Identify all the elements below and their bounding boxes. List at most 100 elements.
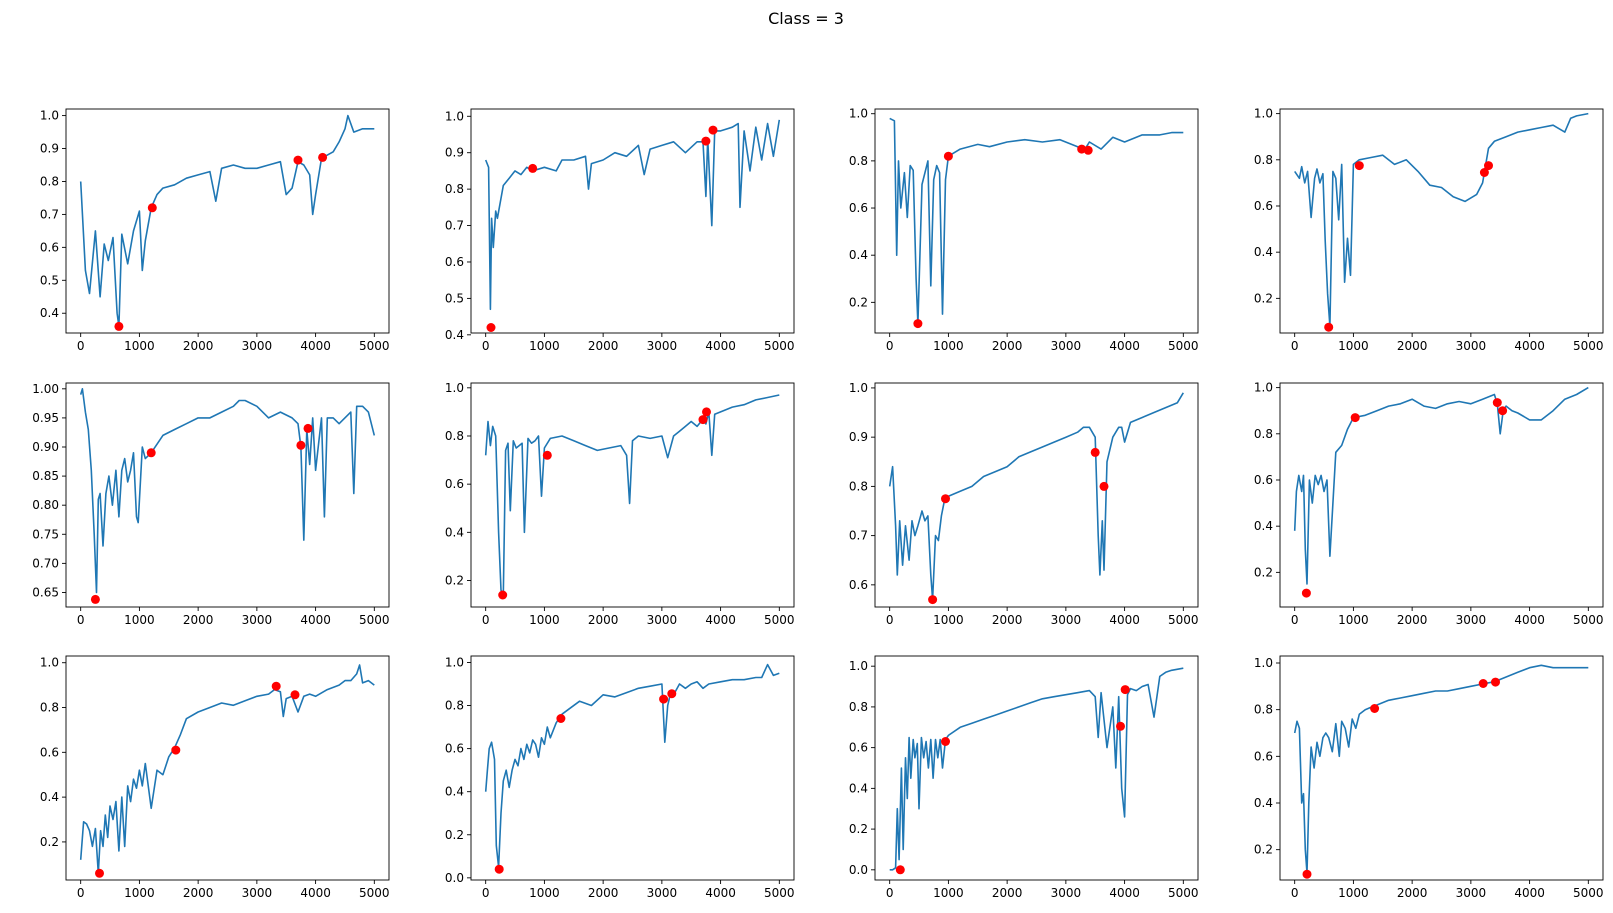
highlight-point xyxy=(913,319,923,329)
y-tick-label: 0.2 xyxy=(445,828,464,842)
y-tick-label: 1.0 xyxy=(445,655,464,669)
y-tick-label: 0.4 xyxy=(445,525,464,539)
y-tick-label: 1.0 xyxy=(40,656,59,670)
axes-frame xyxy=(470,108,795,334)
highlight-point xyxy=(542,450,552,460)
y-tick-label: 0.6 xyxy=(40,745,59,759)
y-tick-label: 1.0 xyxy=(849,381,868,395)
x-tick-label: 5000 xyxy=(764,886,795,900)
y-tick-label: 0.4 xyxy=(40,306,59,320)
highlight-point xyxy=(1350,413,1360,423)
x-tick-label: 3000 xyxy=(1051,886,1082,900)
x-tick-label: 1000 xyxy=(933,613,964,627)
y-tick-label: 0.2 xyxy=(849,295,868,309)
series-line xyxy=(484,663,780,868)
x-tick-label: 2000 xyxy=(1397,339,1428,353)
highlight-point xyxy=(667,689,677,699)
y-tick-label: 0.2 xyxy=(445,574,464,588)
subplot-1: 0 1000 2000 3000 4000 5000 0.4 0.5 0.6 0.7 0.8 0.9 1… xyxy=(40,108,390,353)
x-tick-label: 3000 xyxy=(647,613,678,627)
x-tick-label: 1000 xyxy=(124,886,155,900)
y-tick-label: 0.8 xyxy=(849,700,868,714)
axes-frame xyxy=(470,655,795,881)
series-line xyxy=(484,119,781,311)
highlight-point xyxy=(941,737,950,746)
x-tick-label: 3000 xyxy=(647,339,678,353)
subplot-12: 0 1000 2000 3000 4000 5000 0.2 0.4 0.6 0.8 1.0 xyxy=(1254,655,1604,900)
highlight-point xyxy=(1099,481,1109,491)
subplot-10: 0 1000 2000 3000 4000 5000 0.0 0.2 0.4 0.6 0.8 1.0 xyxy=(445,655,795,900)
y-tick-label: 0.8 xyxy=(1254,703,1273,717)
y-tick-label: 0.8 xyxy=(40,701,59,715)
highlight-point xyxy=(171,745,181,755)
highlight-point xyxy=(1491,677,1500,687)
x-tick-label: 2000 xyxy=(1397,886,1428,900)
highlight-point xyxy=(1083,145,1093,155)
x-tick-label: 3000 xyxy=(242,339,273,353)
x-tick-label: 4000 xyxy=(1514,886,1545,900)
highlight-point xyxy=(659,694,669,704)
x-tick-label: 2000 xyxy=(992,339,1023,353)
x-tick-label: 5000 xyxy=(764,613,795,627)
highlight-point xyxy=(147,203,157,213)
x-tick-label: 3000 xyxy=(1456,339,1487,353)
x-tick-label: 0 xyxy=(886,339,894,353)
y-tick-label: 0.6 xyxy=(1254,749,1273,763)
y-tick-label: 0.6 xyxy=(849,741,868,755)
y-tick-label: 0.2 xyxy=(40,835,59,849)
y-tick-label: 1.0 xyxy=(445,109,464,123)
highlight-point xyxy=(928,595,938,605)
x-tick-label: 1000 xyxy=(1338,886,1369,900)
subplot-9: 0 1000 2000 3000 4000 5000 0.2 0.4 0.6 0.8 1.0 xyxy=(40,655,390,900)
y-tick-label: 0.80 xyxy=(32,498,59,512)
x-tick-label: 3000 xyxy=(1456,613,1487,627)
highlight-point xyxy=(1492,398,1502,408)
y-tick-label: 0.8 xyxy=(445,699,464,713)
series-line xyxy=(888,392,1184,601)
highlight-point xyxy=(1484,161,1493,171)
y-tick-label: 0.7 xyxy=(849,529,868,543)
y-tick-label: 0.4 xyxy=(1254,519,1273,533)
x-tick-label: 2000 xyxy=(992,886,1023,900)
highlight-point xyxy=(486,323,496,332)
x-tick-label: 3000 xyxy=(1051,613,1082,627)
y-tick-label: 0.8 xyxy=(40,174,59,188)
x-tick-label: 4000 xyxy=(705,613,736,627)
highlight-point xyxy=(556,714,566,723)
y-tick-label: 0.4 xyxy=(445,328,464,342)
y-tick-label: 0.7 xyxy=(40,207,59,221)
y-tick-label: 0.6 xyxy=(445,255,464,269)
highlight-point xyxy=(293,155,303,165)
highlight-point xyxy=(95,868,104,878)
series-line xyxy=(1293,386,1589,585)
x-tick-label: 1000 xyxy=(124,339,155,353)
x-tick-label: 0 xyxy=(482,613,490,627)
y-tick-label: 1.0 xyxy=(1254,656,1273,670)
x-tick-label: 0 xyxy=(1291,339,1299,353)
x-tick-label: 5000 xyxy=(359,613,390,627)
axes-frame xyxy=(65,382,390,608)
y-tick-label: 0.6 xyxy=(1254,199,1273,213)
x-tick-label: 5000 xyxy=(359,886,390,900)
axes-frame xyxy=(874,382,1199,608)
x-tick-label: 2000 xyxy=(183,886,214,900)
highlight-point xyxy=(296,440,306,450)
highlight-point xyxy=(146,448,156,458)
y-tick-label: 1.0 xyxy=(445,381,464,395)
y-tick-label: 0.4 xyxy=(1254,796,1273,810)
highlight-point xyxy=(701,136,711,146)
x-tick-label: 0 xyxy=(1291,613,1299,627)
x-tick-label: 3000 xyxy=(242,886,273,900)
axes-frame xyxy=(65,108,390,334)
x-tick-label: 5000 xyxy=(1573,886,1604,900)
axes-frame xyxy=(874,655,1199,881)
axes-frame xyxy=(1279,382,1604,608)
highlight-point xyxy=(1116,721,1125,731)
x-tick-label: 5000 xyxy=(1573,613,1604,627)
y-tick-label: 0.8 xyxy=(849,479,868,493)
y-tick-label: 0.8 xyxy=(445,182,464,196)
y-tick-label: 0.6 xyxy=(445,477,464,491)
y-tick-label: 1.0 xyxy=(40,109,59,123)
series-line xyxy=(484,394,780,596)
highlight-point xyxy=(708,125,718,135)
